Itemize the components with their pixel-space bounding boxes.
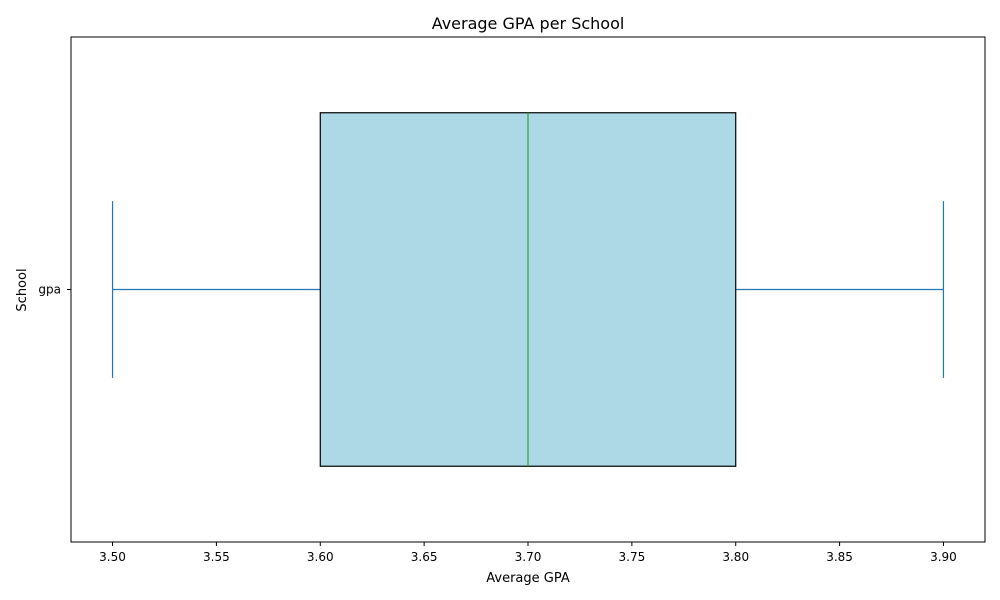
- x-tick-label: 3.60: [307, 550, 334, 564]
- y-tick-label: gpa: [38, 283, 61, 297]
- x-tick-label: 3.70: [515, 550, 542, 564]
- chart-title: Average GPA per School: [432, 14, 625, 33]
- y-axis-ticks: gpa: [38, 283, 71, 297]
- box-plot: [111, 112, 945, 467]
- x-tick-label: 3.55: [203, 550, 230, 564]
- x-tick-label: 3.90: [930, 550, 957, 564]
- x-tick-label: 3.85: [826, 550, 853, 564]
- x-tick-label: 3.50: [99, 550, 126, 564]
- x-tick-label: 3.75: [619, 550, 646, 564]
- x-axis-ticks: 3.50 3.55 3.60 3.65 3.70 3.75 3.80 3.85 3.90: [99, 542, 957, 564]
- x-axis-label: Average GPA: [486, 571, 570, 586]
- x-tick-label: 3.65: [411, 550, 438, 564]
- y-axis-label: School: [15, 268, 30, 311]
- x-tick-label: 3.80: [722, 550, 749, 564]
